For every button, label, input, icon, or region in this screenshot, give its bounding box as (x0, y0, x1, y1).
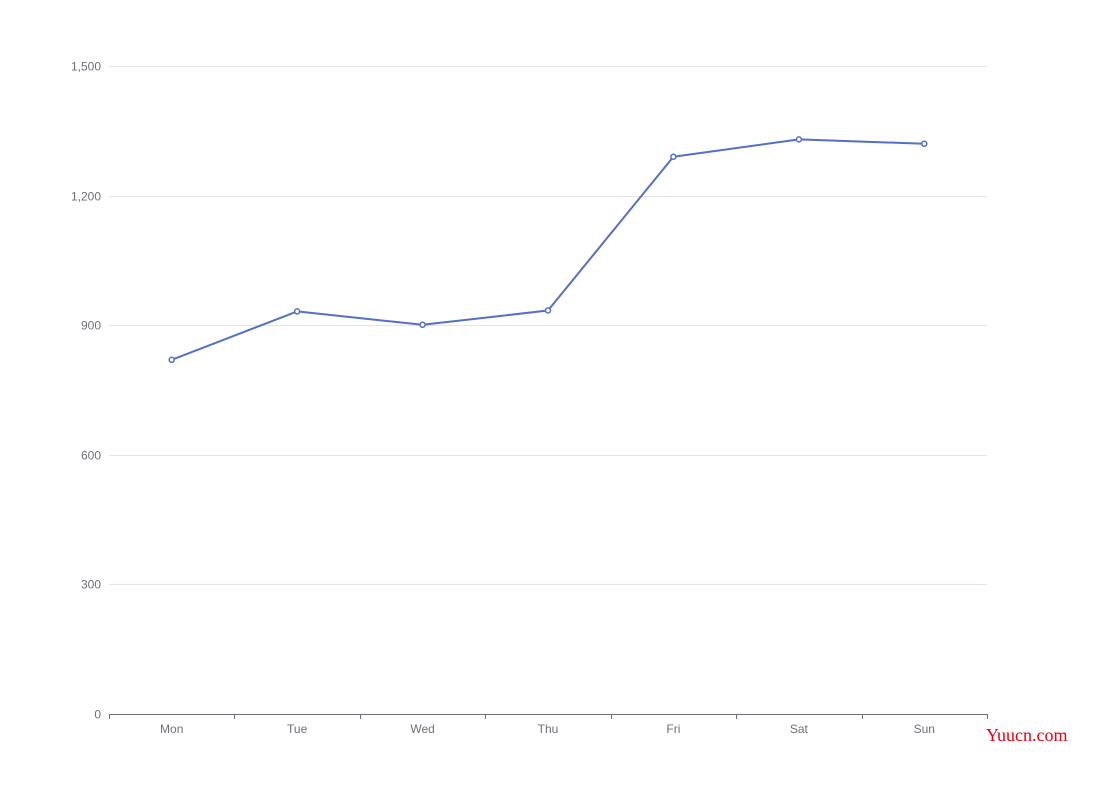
y-tick-label: 1,200 (71, 190, 101, 204)
data-point (795, 136, 803, 143)
data-point (670, 153, 677, 160)
data-point (921, 140, 928, 148)
x-tick-label: Tue (287, 722, 308, 736)
x-tick-label: Thu (538, 722, 559, 736)
x-tick-label: Wed (410, 722, 434, 736)
y-tick-label: 900 (81, 319, 101, 333)
x-tick-label: Mon (160, 722, 183, 736)
x-axis: Mon Tue Wed Thu Fri Sat Sun (109, 714, 988, 736)
series-line (171, 138, 925, 361)
y-tick-label: 0 (94, 708, 101, 722)
x-tick-label: Sun (914, 722, 935, 736)
data-point (544, 307, 552, 314)
y-tick-label: 600 (81, 449, 101, 463)
x-tick-label: Fri (666, 722, 680, 736)
x-tick-label: Sat (790, 722, 809, 736)
data-point (168, 356, 175, 364)
grid-lines (109, 66, 987, 585)
y-axis: 0 300 600 900 1,200 1,500 (71, 60, 101, 722)
watermark-text: Yuucn.com (986, 725, 1068, 745)
data-point (419, 321, 426, 329)
y-tick-label: 1,500 (71, 60, 101, 74)
y-tick-label: 300 (81, 578, 101, 592)
series-line-group (168, 136, 928, 364)
data-point (293, 308, 301, 315)
